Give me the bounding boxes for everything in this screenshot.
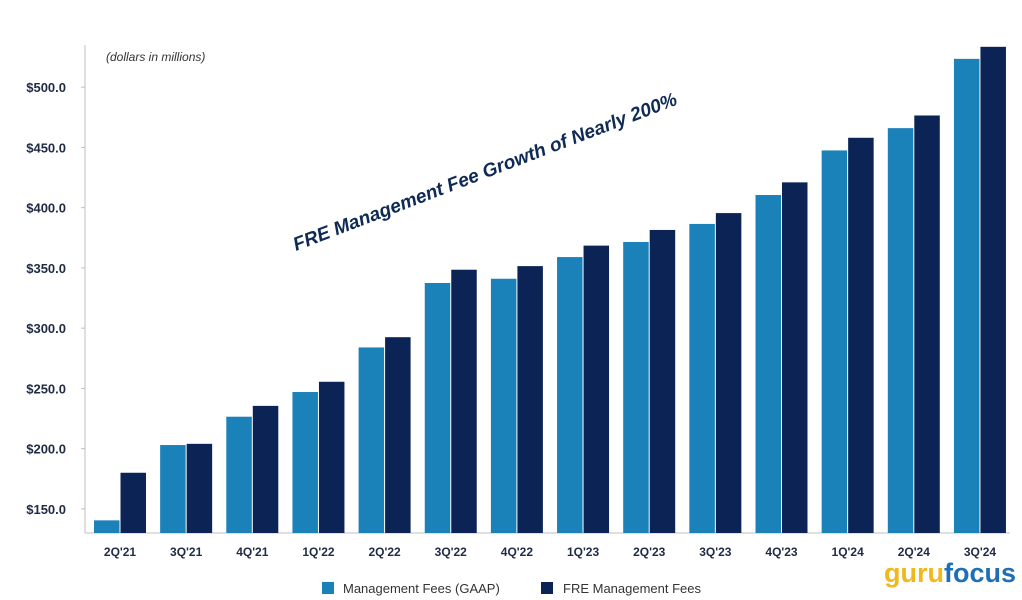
bar-fre-management-fees [186,443,213,533]
y-tick-label: $150.0 [26,502,66,517]
legend-label-management-fees-gaap: Management Fees (GAAP) [343,581,500,596]
watermark-part-2: focus [944,558,1016,588]
bar-management-fees-gaap [953,58,980,534]
legend: Management Fees (GAAP) FRE Management Fe… [322,581,702,596]
bar-fre-management-fees [914,115,940,534]
bar-management-fees-gaap [755,195,781,533]
x-tick-label: 1Q'24 [832,545,865,559]
bar-fre-management-fees [980,46,1006,534]
bar-fre-management-fees [583,245,610,533]
watermark-logo: gurufocus [884,558,1016,588]
x-tick-label: 2Q'24 [898,545,931,559]
bar-fre-management-fees [517,266,543,533]
x-tick-label: 3Q'22 [435,545,468,559]
y-tick-label: $400.0 [26,201,66,216]
x-tick-label: 3Q'24 [964,545,997,559]
y-tick-label: $300.0 [26,321,66,336]
y-tick-label: $450.0 [26,140,66,155]
bar-management-fees-gaap [160,445,186,533]
bar-management-fees-gaap [292,392,318,533]
bar-management-fees-gaap [887,128,914,533]
bar-fre-management-fees [451,269,477,533]
watermark-text: gurufocus [884,558,1016,588]
chart-headline: FRE Management Fee Growth of Nearly 200% [290,89,680,255]
x-tick-label: 2Q'21 [104,545,137,559]
bar-fre-management-fees [848,137,874,533]
x-tick-label: 2Q'23 [633,545,666,559]
x-tick-label: 4Q'22 [501,545,534,559]
bar-management-fees-gaap [623,242,649,533]
x-tick-label: 1Q'22 [302,545,335,559]
bar-management-fees-gaap [358,347,385,533]
bar-fre-management-fees [318,381,345,533]
bar-management-fees-gaap [821,150,848,533]
x-tick-label: 4Q'23 [765,545,798,559]
bars [94,46,1006,534]
x-tick-labels: 2Q'21 3Q'21 4Q'21 1Q'22 2Q'22 3Q'22 4Q'22 1Q'23… [104,545,996,559]
legend-swatch-management-fees-gaap [322,582,334,594]
y-tick-label: $200.0 [26,442,66,457]
bar-fre-management-fees [782,182,808,534]
bar-management-fees-gaap [226,416,252,533]
x-tick-label: 3Q'23 [699,545,732,559]
bar-management-fees-gaap [490,278,517,533]
bar-fre-management-fees [649,229,676,533]
bar-fre-management-fees [385,337,411,533]
bar-management-fees-gaap [689,223,715,533]
x-tick-label: 2Q'22 [368,545,401,559]
x-tick-label: 1Q'23 [567,545,600,559]
units-note: (dollars in millions) [106,50,205,64]
bar-fre-management-fees [252,405,279,533]
bar-fre-management-fees [120,472,146,533]
legend-label-fre-management-fees: FRE Management Fees [563,581,702,596]
x-tick-label: 4Q'21 [236,545,269,559]
bar-management-fees-gaap [94,520,120,533]
bar-management-fees-gaap [557,257,583,533]
x-tick-label: 3Q'21 [170,545,203,559]
bar-fre-management-fees [715,213,742,533]
legend-swatch-fre-management-fees [541,582,553,594]
y-tick-label: $350.0 [26,261,66,276]
bar-management-fees-gaap [424,282,451,533]
y-ticks: $150.0 $200.0 $250.0 $300.0 $350.0 $400.0 $450… [26,80,85,517]
y-tick-label: $250.0 [26,381,66,396]
watermark-part-1: guru [884,558,944,588]
y-tick-label: $500.0 [26,80,66,95]
